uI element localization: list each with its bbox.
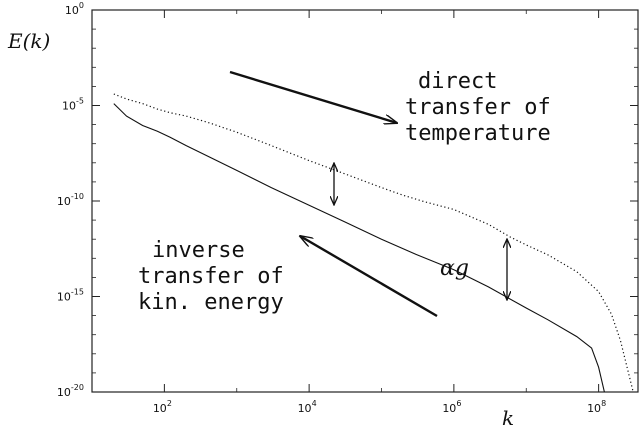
x-tick-label: 106 (442, 399, 461, 415)
inverse-transfer-label-line1: inverse (152, 238, 245, 263)
plot-frame (91, 9, 639, 393)
direct-transfer-arrow (229, 70, 397, 123)
series-line-dotted (113, 93, 634, 393)
y-axis-label: E(k) (7, 29, 50, 53)
x-tick-label: 108 (587, 399, 606, 415)
x-axis-label: k (502, 406, 514, 430)
direct-transfer-label-line1: direct (418, 69, 497, 94)
inverse-transfer-label-line2: transfer of (138, 264, 284, 289)
direct-transfer-label-line2: transfer of (405, 95, 551, 120)
direct-transfer-label-line3: temperature (405, 121, 551, 146)
y-tick-label: 10-5 (62, 97, 84, 113)
inverse-transfer-arrow (300, 236, 438, 318)
y-tick-label: 10-20 (57, 383, 84, 399)
alpha-g-label: αg (440, 256, 469, 281)
y-tick-label: 10-10 (57, 192, 84, 208)
x-tick-label: 104 (298, 399, 317, 415)
inverse-transfer-label-line3: kin. energy (138, 290, 284, 315)
y-axis-ticks: 100 10-5 10-10 10-15 10-20 (57, 1, 638, 399)
series-group (113, 93, 634, 393)
x-axis-ticks: 102 104 106 108 (153, 10, 606, 415)
series-line-solid (113, 103, 605, 393)
y-tick-label: 10-15 (57, 288, 84, 304)
x-tick-label: 102 (153, 399, 172, 415)
y-tick-label: 100 (65, 1, 84, 17)
